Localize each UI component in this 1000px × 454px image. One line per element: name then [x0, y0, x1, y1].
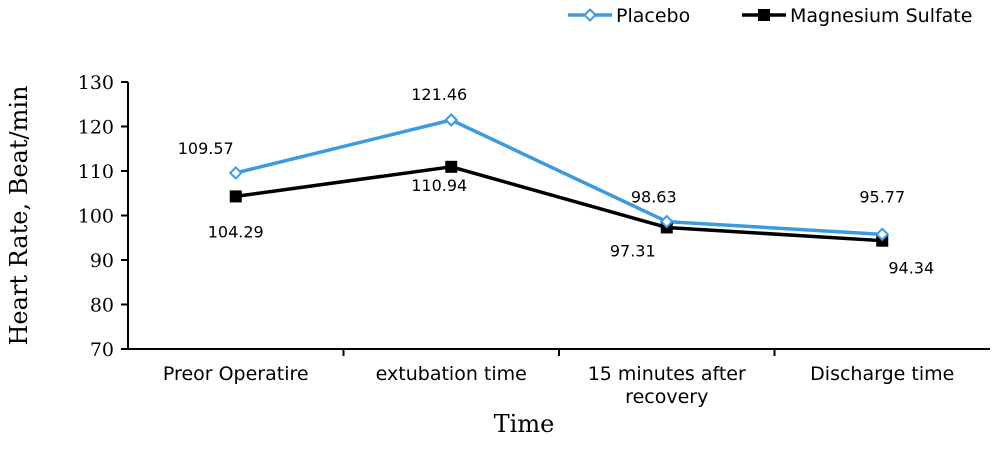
data-point-placebo: [228, 165, 243, 180]
x-tick-label: Discharge time: [810, 363, 954, 385]
y-tick-label: 80: [90, 295, 114, 317]
data-label: 110.94: [411, 176, 467, 195]
series-line-placebo: [235, 118, 883, 237]
data-labels: 109.57 121.46 98.63 95.77 104.29 110.94 97.31 9…: [178, 85, 934, 278]
data-point-magnesium-sulfate: [445, 160, 458, 173]
legend-label-magnesium-sulfate: Magnesium Sulfate: [790, 5, 972, 27]
legend: Placebo Magnesium Sulfate: [568, 5, 972, 27]
y-tick-label: 130: [78, 72, 114, 94]
axes: 70 80 90 100 110 120 130 Preor Operatire extubat…: [5, 72, 990, 438]
data-label: 104.29: [208, 222, 264, 241]
x-tick-label: extubation time: [376, 363, 527, 385]
x-tick-label: 15 minutes after: [588, 363, 746, 385]
series-line-magnesium-sulfate: [235, 165, 883, 243]
y-tick-label: 110: [78, 161, 114, 183]
data-label: 97.31: [610, 241, 656, 260]
data-point-magnesium-sulfate: [229, 190, 242, 203]
data-label: 121.46: [411, 85, 467, 104]
legend-marker-placebo: [583, 8, 597, 22]
y-tick-label: 90: [90, 250, 114, 272]
data-label: 94.34: [888, 259, 934, 278]
y-tick-label: 120: [78, 117, 114, 139]
x-tick-label: recovery: [625, 386, 708, 408]
data-label: 98.63: [631, 188, 677, 207]
legend-label-placebo: Placebo: [616, 5, 690, 27]
x-axis-title: Time: [494, 410, 555, 438]
data-point-placebo: [444, 113, 459, 127]
data-label: 95.77: [859, 187, 905, 206]
series-layer: [228, 113, 890, 247]
legend-marker-magnesium-sulfate: [758, 9, 770, 21]
x-tick-label: Preor Operatire: [163, 363, 309, 385]
y-tick-label: 70: [90, 339, 114, 361]
data-point-placebo: [875, 227, 890, 242]
data-point-placebo: [659, 214, 674, 229]
y-tick-label: 100: [78, 206, 114, 228]
y-axis-title: Heart Rate, Beat/min: [5, 86, 33, 346]
data-label: 109.57: [178, 139, 234, 158]
